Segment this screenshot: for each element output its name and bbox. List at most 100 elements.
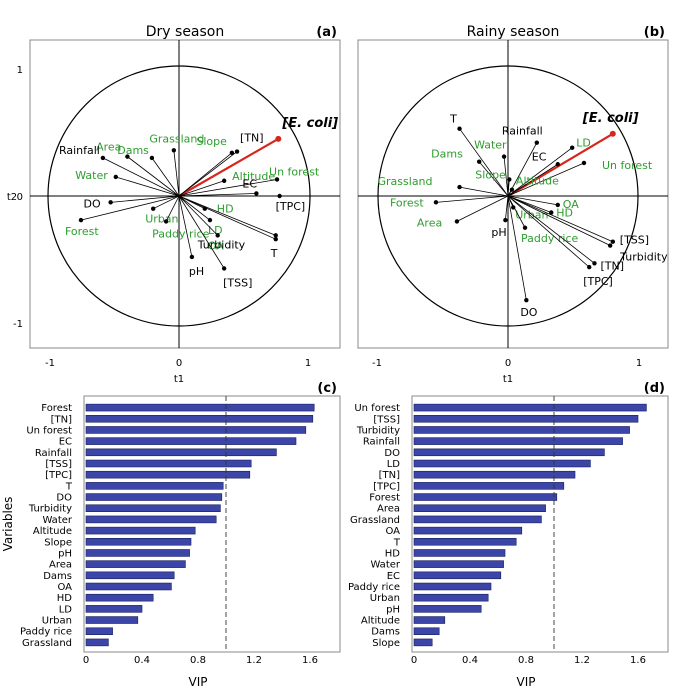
loading-vector [507,195,590,268]
x-tick-label: 0 [505,358,511,369]
loading-vector [459,128,509,197]
vip-bar [85,515,217,524]
vip-bar [413,515,542,524]
loading-vector [507,195,611,246]
variable-label: Area [417,216,442,229]
vip-bar [413,627,440,635]
variable-label: Area [96,141,121,154]
vip-bar [85,638,109,647]
loading-point [501,154,507,159]
loading-vector [178,195,276,236]
loading-vector [507,195,558,206]
loading-point [163,219,169,224]
variable-label: Rainfall [502,125,543,138]
x-tick-label: 0 [176,358,182,369]
loading-vector [178,195,193,258]
loading-point [275,135,282,142]
x-tick-label: 1 [636,358,642,369]
loading-point [476,159,482,164]
variable-label: pH [491,226,506,239]
category-label: Slope [44,537,72,548]
vip-bar [85,538,192,546]
loading-vector [151,157,180,197]
loading-vector [102,157,180,197]
loading-vector [503,156,509,197]
loading-point [273,236,278,242]
loading-vector [178,137,279,197]
loading-point [149,155,155,161]
loading-vector [178,195,211,221]
vip-bar [413,538,517,546]
loading-vector [459,186,509,197]
plot-frame [83,395,341,653]
loading-vector [178,195,225,269]
category-label: Paddy rice [20,627,72,638]
vip-bar [413,482,565,490]
vip-bar [85,549,190,557]
vip-bar [85,627,113,635]
vip-bar [413,638,433,647]
x-tick-label: 0 [411,655,417,666]
variable-label: Slope [475,168,506,181]
vip-bar [413,470,576,479]
variable-label: T [449,113,457,126]
category-label: Slope [372,638,400,649]
loading-vector [507,195,527,301]
variable-label: LD [208,224,223,237]
variable-label: Slope [196,135,227,148]
category-label: Turbidity [28,504,72,515]
loading-point [457,126,462,131]
variable-label: [TN] [600,259,624,272]
vip-bar [413,571,502,580]
loading-point [254,191,259,196]
vip-bar [413,415,639,423]
vip-bar [85,493,223,501]
variable-label: [E. coli] [281,116,338,131]
loading-vector [178,179,278,197]
variable-label: Forest [65,225,99,238]
loading-point [78,217,84,223]
category-label: Water [370,560,400,571]
loading-plot-b: Rainy season (b) -1 0 1 t1 [E. coli] T Rainfall L… [357,24,669,385]
variable-label: Water [75,169,108,182]
category-label: Altitude [33,526,72,537]
variable-label: DO [520,306,537,319]
loading-point [234,149,240,154]
category-label: pH [58,548,72,559]
variable-label: Forest [390,196,424,209]
loading-point [503,217,508,223]
category-label: [TN] [379,470,400,481]
vip-bar [85,482,224,490]
loading-point [207,217,213,223]
x-tick-label: 1 [305,358,311,369]
category-label: Grassland [22,638,72,649]
vip-bar [85,593,154,602]
vip-bar [85,605,143,613]
variable-label: HD [556,207,573,220]
loading-vector [507,195,613,243]
category-label: Urban [370,593,400,604]
variable-label: Un forest [269,165,320,178]
loading-point [108,200,113,205]
variable-label: DO [83,197,100,210]
loading-vector [178,152,233,197]
variable-label: Altitude [232,170,275,183]
category-label: T [65,481,73,492]
variable-label: Dams [117,144,149,157]
loading-vector [507,163,558,197]
vip-bar [413,437,623,445]
x-tick-label: 1.6 [302,655,318,666]
category-label: Dams [371,627,400,638]
plot-frame [357,39,669,349]
vip-bar [413,526,523,535]
category-label: [TSS] [373,414,400,425]
loading-vector [178,180,225,197]
category-label: Urban [42,616,72,627]
variable-label: Paddy rice [521,232,578,245]
loading-point [522,225,528,230]
vip-bar [413,549,506,557]
vip-bar [85,415,314,423]
vip-bar [85,582,172,591]
loading-point [125,154,130,159]
loading-vector [435,195,509,203]
